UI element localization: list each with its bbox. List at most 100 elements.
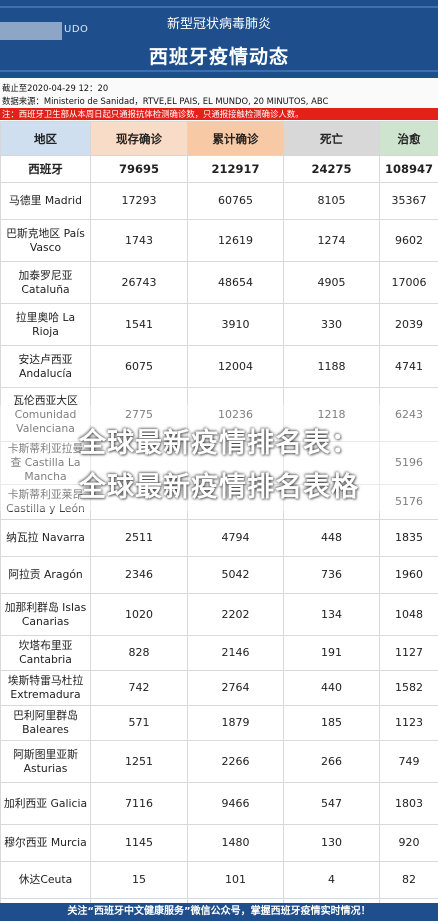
cell-total: 1480: [187, 824, 284, 862]
cell-cured: 1123: [379, 705, 438, 741]
cell-deaths: 1274: [283, 219, 380, 262]
table-row: 坎塔布里亚 Cantabria 828 2146 191 1127: [0, 635, 438, 671]
overlay-title-1: 全球最新疫情排名表：: [79, 428, 359, 459]
table-row: 卡斯蒂利亚莱昂 Castilla y León 5176: [0, 484, 438, 520]
cell-deaths: [283, 441, 380, 485]
header-stripe: [0, 6, 438, 8]
cell-cured: 1127: [379, 635, 438, 671]
cell-cured: 9602: [379, 219, 438, 262]
cell-active: [90, 441, 188, 485]
cell-total: 1879: [187, 705, 284, 741]
cell-cured: 1960: [379, 556, 438, 594]
data-source: 数据来源：Ministerio de Sanidad，RTVE,EL PAIS,…: [2, 96, 329, 106]
table-row: 休达Ceuta 15 101 4 82: [0, 861, 438, 899]
cell-deaths: 4: [283, 861, 380, 899]
cell-region: 坎塔布里亚 Cantabria: [0, 635, 91, 671]
cell-cured: 749: [379, 740, 438, 783]
cell-active: 6075: [90, 345, 188, 388]
cell-region: 阿斯图里亚斯 Asturias: [0, 740, 91, 783]
logo-mark: [0, 22, 62, 40]
cell-active: 1251: [90, 740, 188, 783]
cell-region: 纳瓦拉 Navarra: [0, 519, 91, 557]
cell-deaths: 266: [283, 740, 380, 783]
cell-deaths: 448: [283, 519, 380, 557]
cell-region: 穆尔西亚 Murcia: [0, 824, 91, 862]
cell-cured: 1048: [379, 593, 438, 636]
cell-cured: 17006: [379, 261, 438, 304]
cell-total: 4794: [187, 519, 284, 557]
cell-active: 2346: [90, 556, 188, 594]
cell-region: 巴利阿里群岛 Baleares: [0, 705, 91, 741]
header-region: 地区: [0, 121, 91, 156]
cell-active: 26743: [90, 261, 188, 304]
header-deaths: 死亡: [283, 121, 380, 156]
cell-deaths: 130: [283, 824, 380, 862]
header-cured: 治愈: [379, 121, 438, 156]
cell-cured: 1803: [379, 782, 438, 825]
cell-deaths: 440: [283, 670, 380, 706]
cell-total: 2202: [187, 593, 284, 636]
cell-total: 5042: [187, 556, 284, 594]
cell-region: 加泰罗尼亚 Cataluña: [0, 261, 91, 304]
cell-active: 15: [90, 861, 188, 899]
cell-active: 7116: [90, 782, 188, 825]
cell-deaths: 736: [283, 556, 380, 594]
cell-region: 加利西亚 Galicia: [0, 782, 91, 825]
cell-deaths: 1218: [283, 387, 380, 442]
cell-total: 12619: [187, 219, 284, 262]
cell-active: 17293: [90, 182, 188, 220]
cell-total: 3910: [187, 303, 284, 346]
cell-total: 12004: [187, 345, 284, 388]
cell-deaths: 330: [283, 303, 380, 346]
cell-region: 卡斯蒂利亚莱昂 Castilla y León: [0, 484, 91, 520]
cell-total: [187, 484, 284, 520]
logo-text: UDO: [64, 24, 89, 35]
publisher-logo: UDO: [0, 22, 100, 40]
cell-active: 571: [90, 705, 188, 741]
overlay-title-2: 全球最新疫情排名表格: [79, 472, 359, 503]
table-row: 巴斯克地区 País Vasco 1743 12619 1274 9602: [0, 219, 438, 262]
cell-active: 1020: [90, 593, 188, 636]
cell-region: 阿拉贡 Aragón: [0, 556, 91, 594]
table-row: 卡斯蒂利亚拉曼查 Castilla La Mancha 5196: [0, 441, 438, 485]
cell-active: 2511: [90, 519, 188, 557]
cell-region: 拉里奥哈 La Rioja: [0, 303, 91, 346]
cell-cured: 82: [379, 861, 438, 899]
cell-cured: 2039: [379, 303, 438, 346]
cell-deaths: 24275: [283, 155, 380, 183]
cell-total: 2266: [187, 740, 284, 783]
cell-total: 48654: [187, 261, 284, 304]
epidemic-table: 地区 现存确诊 累计确诊 死亡 治愈 西班牙 79695 212917 2427…: [0, 121, 438, 921]
title-overlay-band: 全球最新疫情排名表： 全球最新疫情排名表格: [0, 405, 438, 511]
table-row: 加利西亚 Galicia 7116 9466 547 1803: [0, 782, 438, 825]
cell-cured: 35367: [379, 182, 438, 220]
cell-total: 212917: [187, 155, 284, 183]
cell-cured: 1835: [379, 519, 438, 557]
cell-deaths: 185: [283, 705, 380, 741]
cell-active: 2775: [90, 387, 188, 442]
table-row: 加泰罗尼亚 Cataluña 26743 48654 4905 17006: [0, 261, 438, 304]
cell-active: 742: [90, 670, 188, 706]
header-stripe-bottom: [0, 70, 438, 72]
header-subtitle: 新型冠状病毒肺炎: [166, 17, 271, 32]
cell-cured: 108947: [379, 155, 438, 183]
cell-total: 10236: [187, 387, 284, 442]
cell-region: 西班牙: [0, 155, 91, 183]
total-row: 西班牙 79695 212917 24275 108947: [0, 155, 438, 183]
cell-region: 瓦伦西亚大区 Comunidad Valenciana: [0, 387, 91, 442]
cell-deaths: 191: [283, 635, 380, 671]
table-header-row: 地区 现存确诊 累计确诊 死亡 治愈: [0, 121, 438, 156]
cell-total: 2764: [187, 670, 284, 706]
cell-total: 60765: [187, 182, 284, 220]
cell-total: 2146: [187, 635, 284, 671]
cell-active: 1145: [90, 824, 188, 862]
table-row: 巴利阿里群岛 Baleares 571 1879 185 1123: [0, 705, 438, 741]
table-row: 埃斯特雷马杜拉 Extremadura 742 2764 440 1582: [0, 670, 438, 706]
cell-active: 79695: [90, 155, 188, 183]
table-row: 纳瓦拉 Navarra 2511 4794 448 1835: [0, 519, 438, 557]
cell-active: 1541: [90, 303, 188, 346]
cell-deaths: 547: [283, 782, 380, 825]
table-row: 马德里 Madrid 17293 60765 8105 35367: [0, 182, 438, 220]
footer-banner: 关注“西班牙中文健康服务”微信公众号，掌握西班牙疫情实时情况！: [0, 903, 438, 921]
table-row: 拉里奥哈 La Rioja 1541 3910 330 2039: [0, 303, 438, 346]
